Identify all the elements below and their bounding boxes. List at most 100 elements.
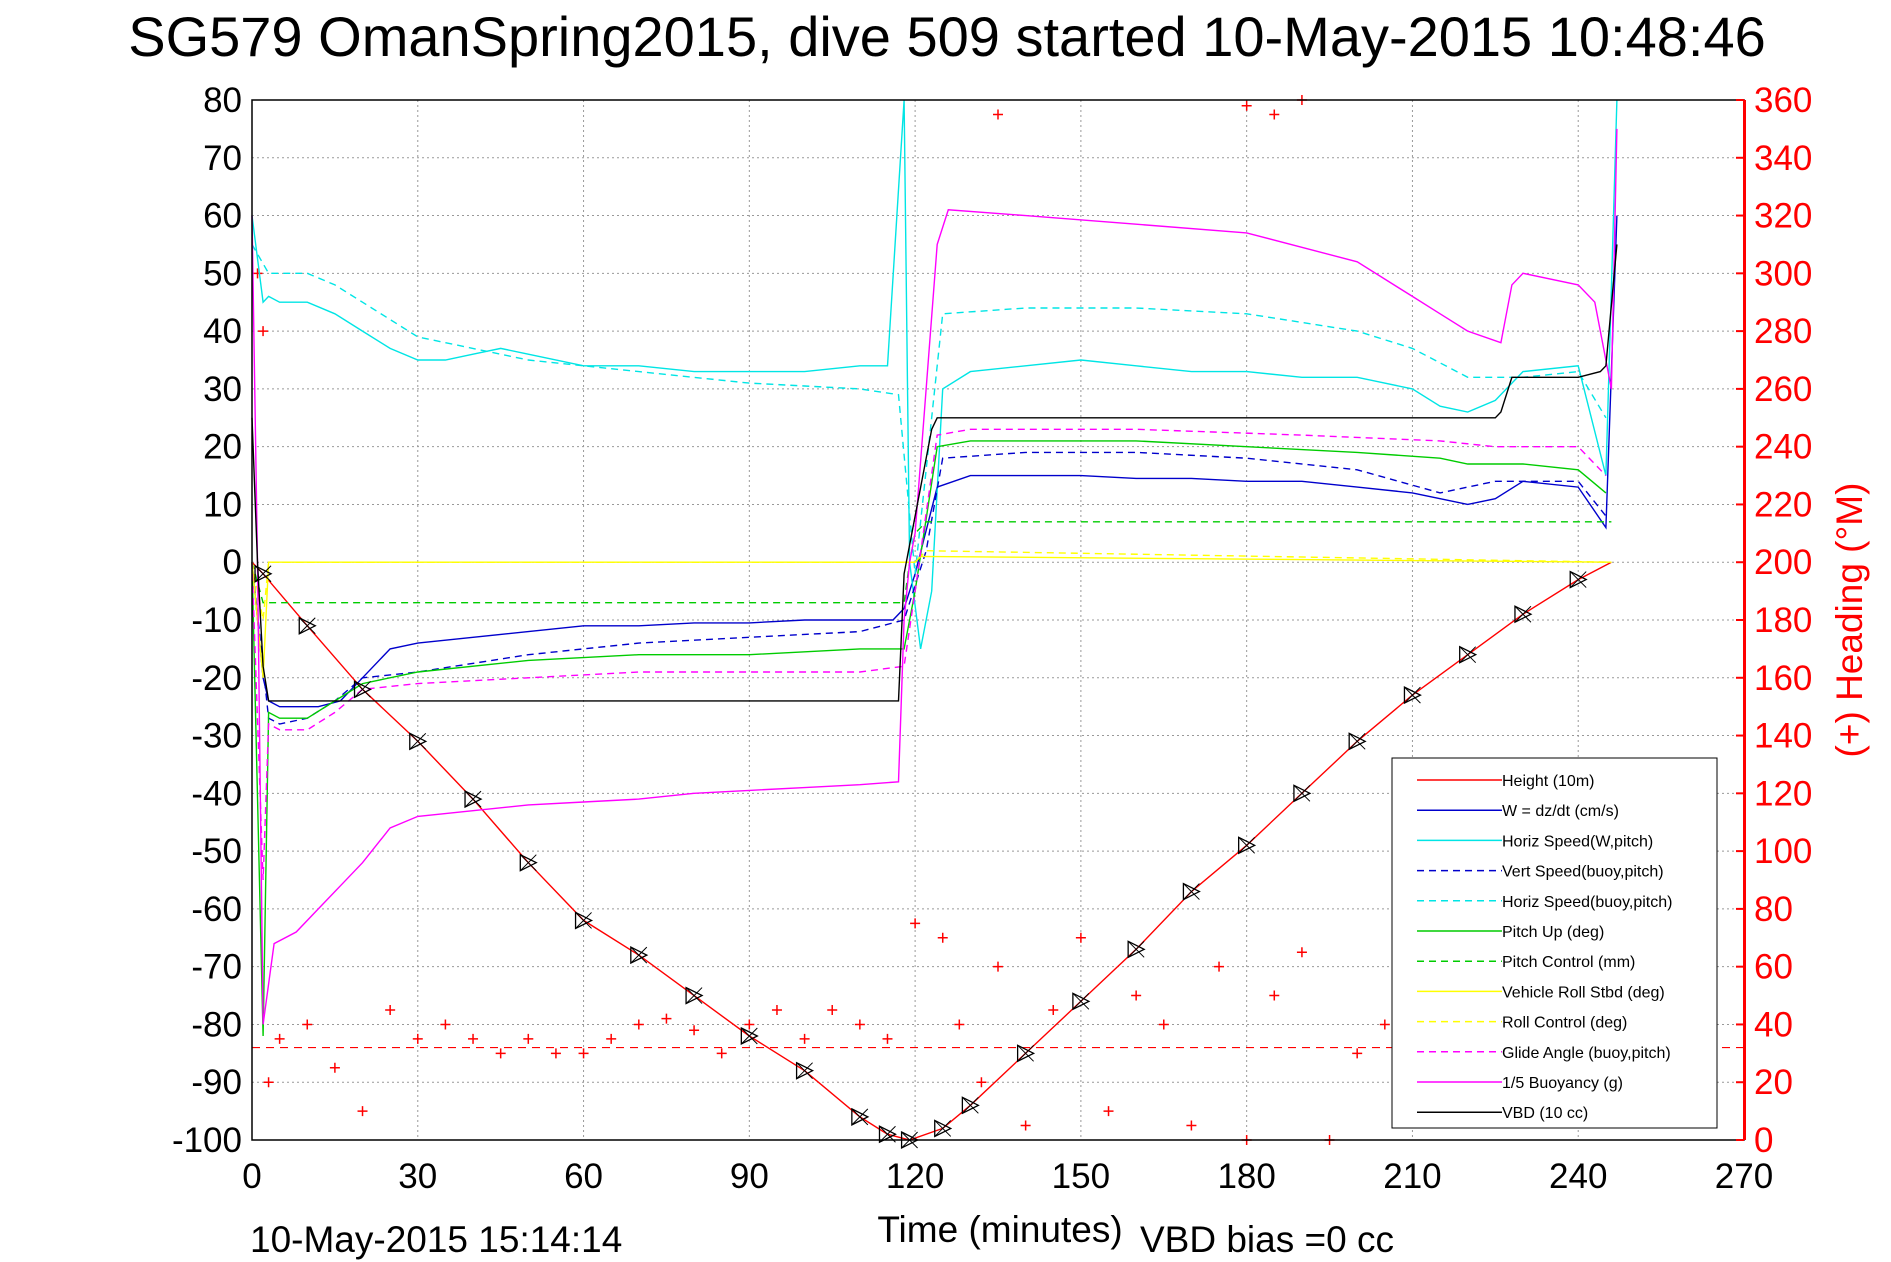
y-tick-label: 70 — [203, 139, 242, 178]
heading-point — [937, 932, 948, 943]
heading-point — [661, 1013, 672, 1024]
heading-point — [771, 1005, 782, 1015]
series-line-9 — [251, 428, 1607, 881]
heading-point — [357, 1106, 368, 1117]
heading-point — [689, 1025, 700, 1036]
right-tick-label: 140 — [1754, 717, 1812, 756]
height-marker-cross — [934, 1120, 952, 1137]
height-marker-cross — [1514, 605, 1532, 623]
y-tick-label: -50 — [191, 832, 242, 871]
heading-point — [329, 1062, 340, 1073]
right-axis-label: (+) Heading (°M) — [1829, 483, 1870, 758]
legend-entry: Glide Angle (buoy,pitch) — [1502, 1045, 1671, 1062]
height-marker — [519, 853, 538, 872]
heading-point — [1379, 1019, 1390, 1030]
heading-point — [1269, 990, 1280, 1001]
legend-box — [1391, 757, 1718, 1129]
height-marker — [1514, 605, 1533, 624]
right-tick-label: 80 — [1754, 890, 1793, 929]
y-tick-label: -70 — [191, 948, 242, 987]
right-tick-label: 0 — [1754, 1121, 1773, 1160]
heading-point — [1048, 1005, 1059, 1015]
right-tick-label: 160 — [1754, 659, 1812, 698]
height-marker-cross — [1127, 940, 1145, 958]
right-tick-label: 60 — [1754, 948, 1793, 987]
heading-point — [716, 1048, 727, 1059]
heading-point — [633, 1019, 644, 1030]
series-line-7 — [251, 555, 1612, 678]
right-axis-line — [1743, 100, 1746, 1140]
height-marker-cross — [1404, 686, 1421, 704]
height-marker — [630, 946, 649, 965]
heading-point — [468, 1033, 479, 1044]
x-tick-label: 60 — [564, 1157, 603, 1196]
heading-point — [495, 1048, 506, 1059]
series-line-6 — [251, 521, 1612, 604]
heading-point — [1214, 961, 1225, 972]
x-tick-label: 90 — [730, 1157, 769, 1196]
height-marker — [254, 564, 273, 583]
height-marker — [1403, 686, 1422, 705]
height-marker — [1293, 784, 1312, 803]
height-marker-cross — [1238, 836, 1256, 854]
right-tick-label: 40 — [1754, 1005, 1793, 1044]
height-marker — [409, 732, 428, 751]
height-marker-cross — [1072, 992, 1090, 1010]
heading-point — [258, 326, 269, 337]
x-tick-label: 0 — [242, 1157, 261, 1196]
legend-entry: Vehicle Roll Stbd (deg) — [1502, 984, 1665, 1001]
height-marker — [795, 1061, 815, 1080]
height-marker-cross — [1293, 784, 1311, 802]
heading-point — [1075, 932, 1086, 943]
y-axis-ticks: -100-90-80-70-60-50-40-30-20-10010203040… — [172, 81, 242, 1160]
x-tick-label: 30 — [398, 1157, 437, 1196]
series-line-11 — [251, 244, 1618, 702]
x-axis-label: Time (minutes) — [877, 1209, 1122, 1250]
right-tick-label: 20 — [1754, 1063, 1793, 1102]
footer-timestamp: 10-May-2015 15:14:14 — [250, 1219, 622, 1260]
right-tick-label: 360 — [1754, 81, 1812, 120]
heading-point — [302, 1019, 313, 1030]
right-tick-label: 300 — [1754, 254, 1812, 293]
height-marker-cross — [1183, 883, 1200, 900]
heading-point — [252, 268, 263, 279]
heading-point — [550, 1048, 561, 1059]
heading-point — [440, 1019, 451, 1030]
height-marker — [1569, 570, 1588, 589]
footer-vbd-bias: VBD bias =0 cc — [1140, 1219, 1394, 1260]
height-marker — [961, 1096, 980, 1115]
height-marker — [685, 986, 704, 1005]
heading-point — [606, 1033, 617, 1044]
height-marker-cross — [740, 1027, 758, 1045]
height-marker-cross — [1569, 571, 1587, 588]
heading-point — [882, 1033, 893, 1044]
y-tick-label: 0 — [223, 543, 242, 582]
y-tick-label: 50 — [203, 254, 242, 293]
x-tick-label: 150 — [1052, 1157, 1110, 1196]
series-line-1 — [251, 215, 1618, 708]
heading-point — [385, 1005, 396, 1015]
heading-point — [1241, 100, 1252, 111]
height-marker-cross — [1459, 646, 1477, 664]
heading-point — [1131, 990, 1142, 1001]
heading-point — [274, 1033, 285, 1044]
height-marker — [1348, 732, 1367, 751]
right-tick-label: 240 — [1754, 428, 1812, 467]
height-marker-cross — [464, 790, 482, 808]
y-tick-label: -60 — [191, 890, 242, 929]
right-tick-label: 320 — [1754, 197, 1812, 236]
heading-point — [799, 1033, 810, 1044]
y-tick-label: 30 — [203, 370, 242, 409]
heading-point — [1158, 1019, 1169, 1030]
height-marker-cross — [1017, 1044, 1034, 1062]
height-marker — [1459, 645, 1478, 664]
heading-point — [1296, 947, 1307, 958]
right-tick-label: 200 — [1754, 543, 1812, 582]
height-marker-cross — [851, 1108, 869, 1126]
height-marker-cross — [1348, 732, 1366, 750]
heading-point — [1020, 1120, 1031, 1131]
right-tick-label: 220 — [1754, 485, 1812, 524]
height-marker-cross — [685, 987, 703, 1004]
height-marker — [353, 680, 372, 699]
height-marker — [464, 790, 483, 809]
